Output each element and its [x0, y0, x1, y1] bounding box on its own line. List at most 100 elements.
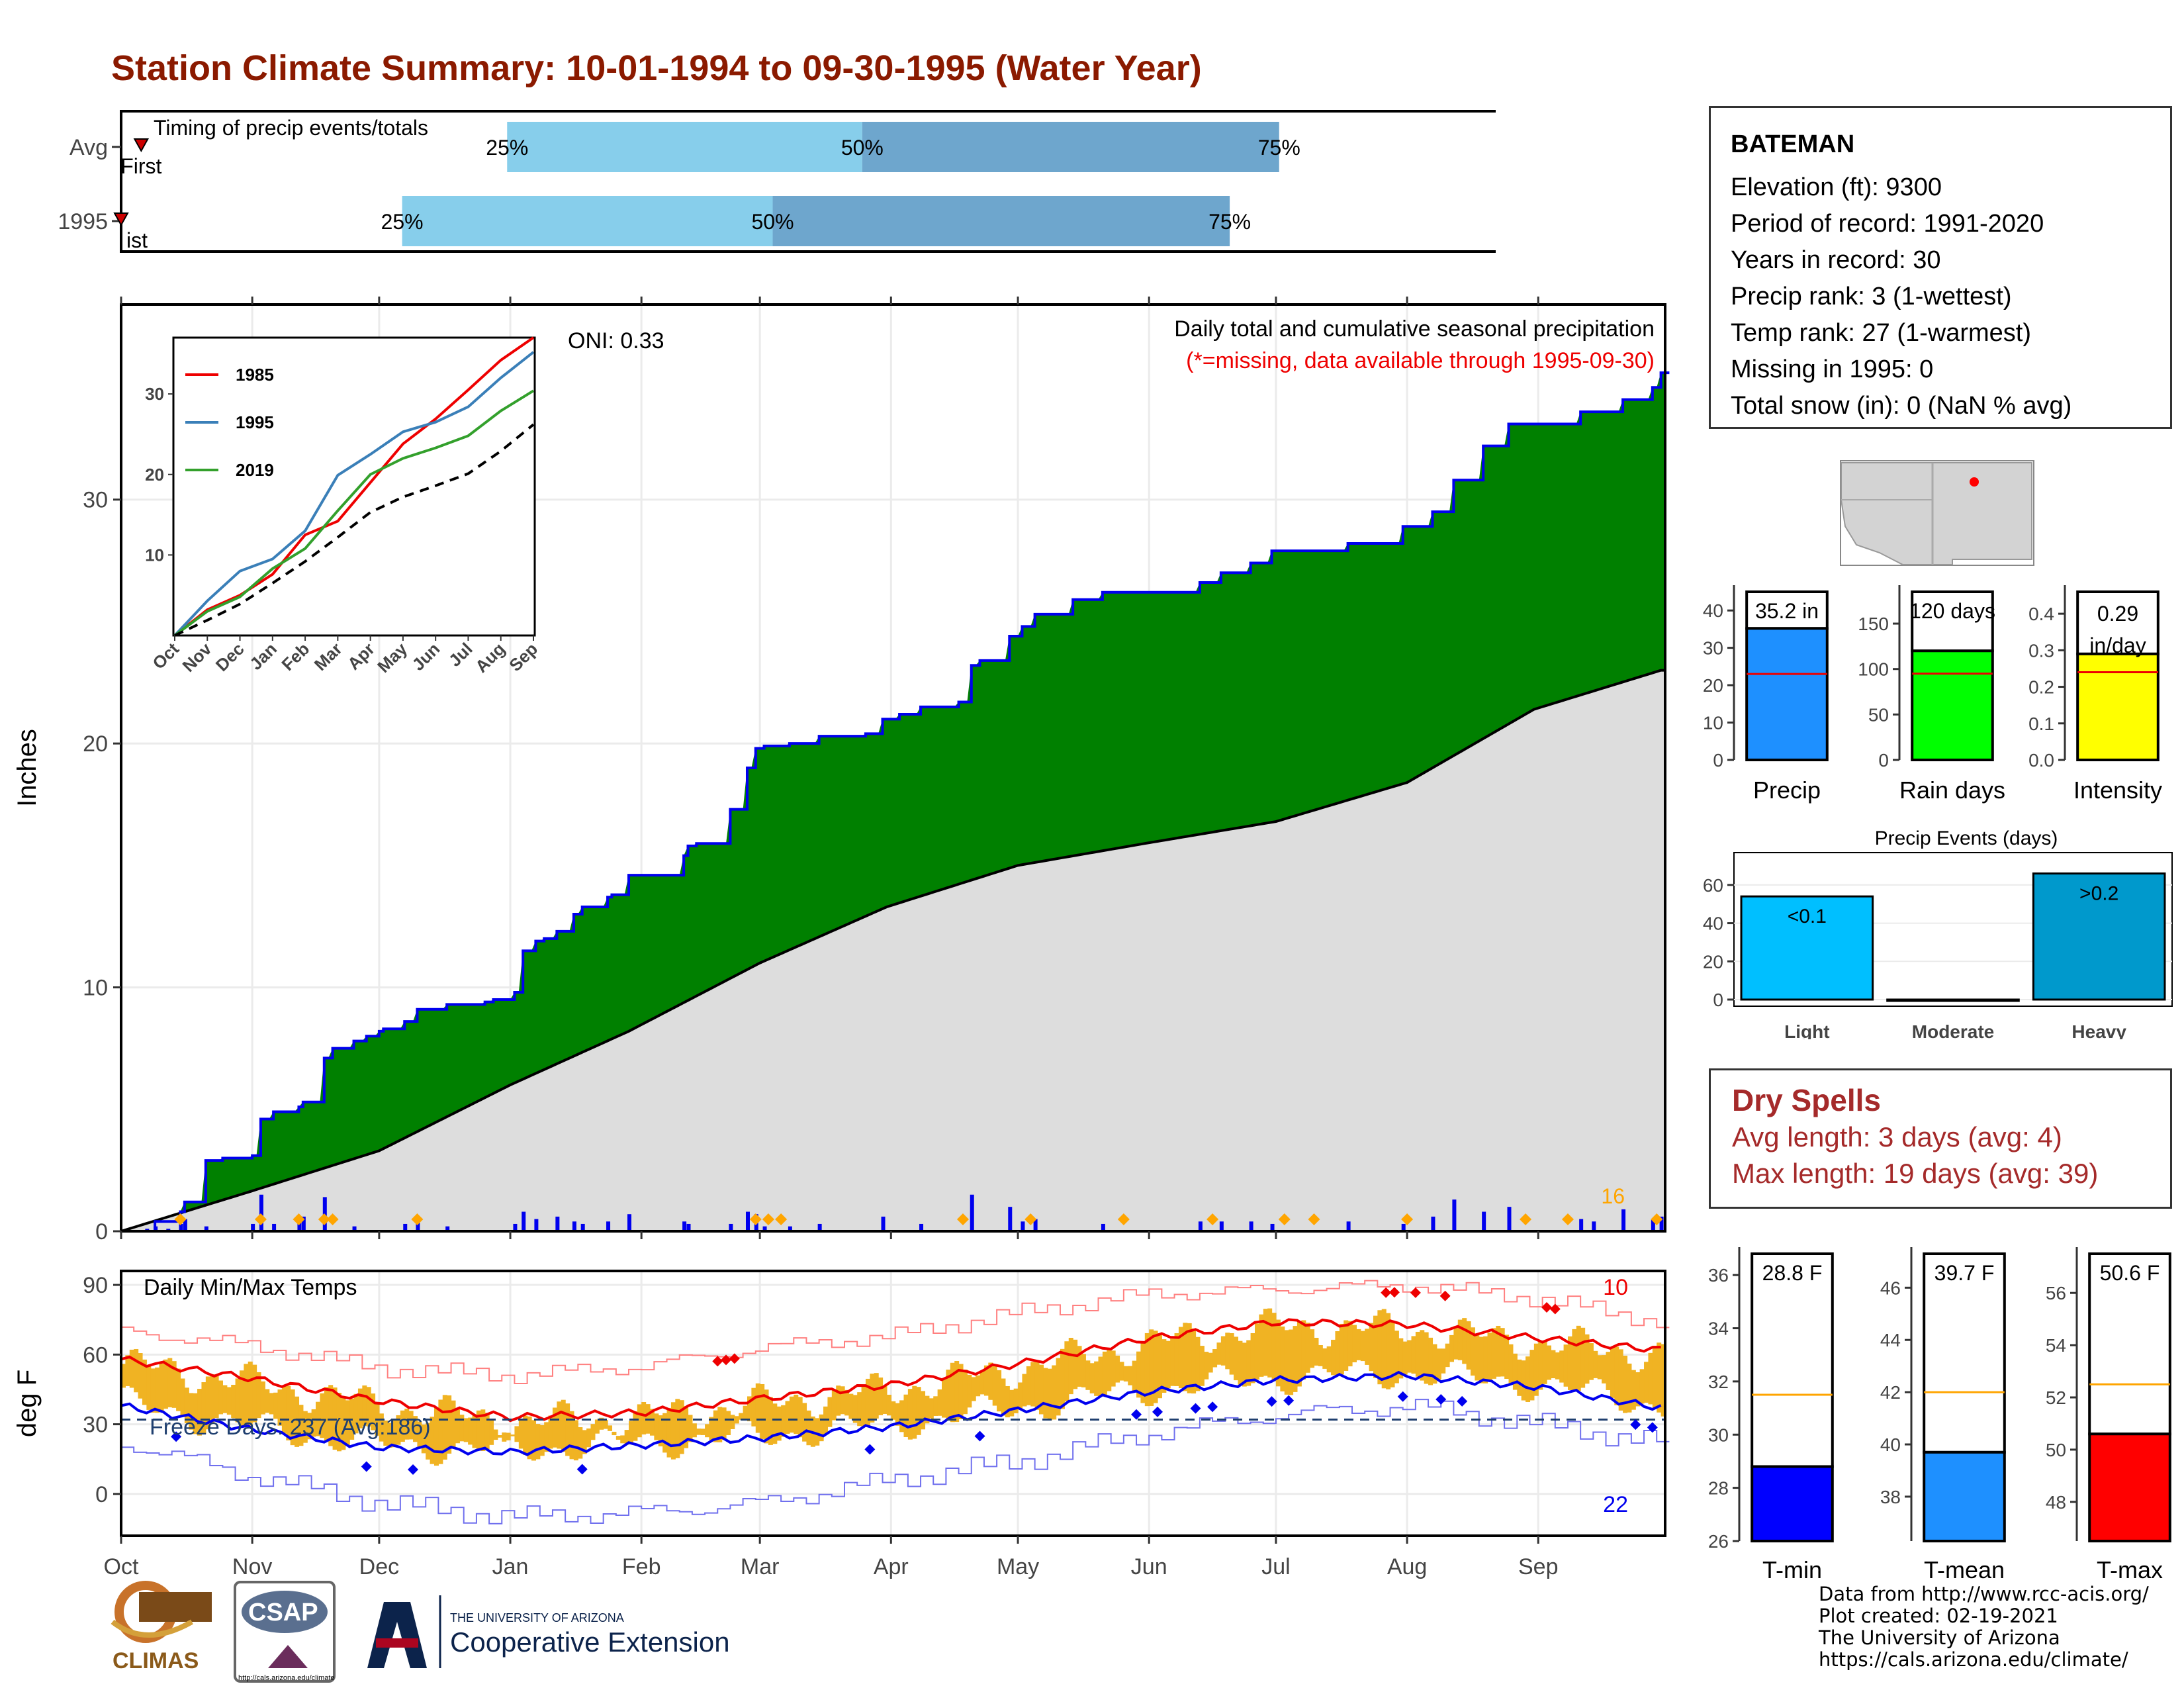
daily-temp-bar: [1352, 1325, 1357, 1362]
daily-temp-bar: [1229, 1333, 1234, 1375]
daily-precip-bar: [919, 1223, 924, 1231]
daily-temp-bar: [709, 1417, 714, 1440]
temp-xtick-label: Sep: [1518, 1554, 1559, 1579]
daily-temp-bar: [1047, 1368, 1052, 1421]
daily-temp-bar: [531, 1420, 536, 1461]
t-mean-ytick-label: 44: [1880, 1330, 1901, 1350]
station-precip-rank: Precip rank: 3 (1-wettest): [1731, 283, 2012, 310]
daily-temp-bar: [1064, 1341, 1069, 1401]
daily-temp-bar: [231, 1384, 236, 1419]
daily-temp-bar: [1140, 1341, 1146, 1403]
intensity-bar: [2076, 652, 2160, 761]
daily-temp-bar: [739, 1413, 744, 1420]
intensity-category-label: Intensity: [2073, 776, 2162, 804]
daily-precip-bar: [788, 1226, 792, 1231]
temp-ytick-label: 60: [83, 1342, 108, 1368]
daily-precip-bar: [522, 1211, 526, 1231]
daily-temp-bar: [1001, 1378, 1006, 1416]
daily-temp-bar: [586, 1428, 592, 1448]
normal-high-line: [120, 1318, 1661, 1423]
daily-temp-bar: [827, 1397, 833, 1427]
timing-first-marker: [133, 138, 150, 153]
daily-temp-bar: [992, 1364, 997, 1406]
record-high-marker: [721, 1354, 732, 1366]
inset-ytick-label: 10: [145, 545, 164, 565]
daily-precip-bar: [534, 1219, 539, 1231]
daily-temp-bar: [1165, 1340, 1171, 1389]
daily-temp-bar: [743, 1405, 748, 1419]
inset-ytick-label: 20: [145, 465, 164, 485]
daily-precip-bar: [627, 1214, 632, 1231]
precip-total-ytick-label: 30: [1703, 638, 1723, 659]
daily-temp-bar: [1170, 1338, 1175, 1386]
daily-temp-bar: [421, 1424, 426, 1454]
t-min-ytick-label: 32: [1708, 1372, 1729, 1392]
precip-ylabel: Inches: [13, 729, 42, 807]
daily-temp-bar: [298, 1405, 304, 1446]
daily-temp-bar: [442, 1395, 447, 1460]
daily-temp-bar: [167, 1358, 173, 1407]
daily-temp-bar: [459, 1415, 465, 1442]
daily-temp-bar: [413, 1416, 418, 1442]
daily-temp-bar: [210, 1374, 215, 1424]
daily-temp-bar: [1144, 1333, 1150, 1407]
t-mean-ytick-label: 46: [1880, 1278, 1901, 1298]
precip-frame: [120, 303, 1666, 1233]
precip-total-ytick-label: 20: [1703, 675, 1723, 696]
daily-temp-bar: [1293, 1326, 1298, 1392]
daily-temp-bar: [937, 1389, 942, 1416]
daily-temp-bar: [836, 1385, 841, 1416]
daily-precip-bar: [416, 1219, 420, 1231]
daily-temp-bar: [548, 1415, 553, 1449]
daily-precip-bar: [513, 1223, 518, 1231]
daily-temp-bar: [1559, 1350, 1565, 1383]
daily-temp-bar: [776, 1406, 782, 1441]
ua-big-text: Cooperative Extension: [450, 1626, 730, 1658]
daily-temp-bar: [921, 1391, 926, 1430]
daily-temp-bar: [417, 1421, 422, 1447]
daily-temp-bar: [717, 1407, 723, 1442]
daily-temp-bar: [1149, 1329, 1154, 1406]
daily-temp-bar: [1563, 1344, 1569, 1387]
timing-bar-early: [507, 122, 862, 172]
daily-temp-bar: [1398, 1338, 1404, 1379]
record-high-marker: [1410, 1287, 1421, 1298]
daily-temp-bar: [222, 1385, 228, 1413]
daily-temp-bar: [1259, 1314, 1264, 1377]
temp-xtick-label: Feb: [622, 1554, 661, 1579]
daily-precip-bar: [259, 1194, 263, 1231]
daily-temp-bar: [1157, 1335, 1162, 1399]
daily-precip-bar: [1219, 1221, 1224, 1231]
t-mean-ytick-label: 42: [1880, 1382, 1901, 1403]
daily-temp-bar: [1039, 1364, 1044, 1415]
timing-bar-late: [772, 196, 1230, 246]
daily-temp-bar: [815, 1418, 820, 1446]
credit-line: Plot created: 02-19-2021: [1819, 1605, 2058, 1627]
daily-temp-bar: [608, 1425, 613, 1431]
ua-small-text: THE UNIVERSITY OF ARIZONA: [450, 1611, 624, 1624]
daily-temp-bar: [371, 1393, 376, 1430]
daily-temp-bar: [688, 1415, 693, 1442]
event-marker: [254, 1213, 267, 1225]
temp-chart: 0 30 60 90 Oct Nov Dec Jan Feb Mar Apr May Jun Jul Aug…: [13, 1270, 1670, 1579]
daily-temp-bar: [1576, 1325, 1581, 1391]
daily-temp-bar: [755, 1383, 760, 1433]
daily-temp-bar: [159, 1363, 164, 1411]
daily-temp-bar: [1572, 1329, 1577, 1392]
daily-temp-bar: [1648, 1352, 1653, 1405]
event-marker: [411, 1213, 424, 1225]
daily-temp-bar: [1610, 1348, 1615, 1398]
daily-temp-bar: [1360, 1331, 1365, 1362]
daily-precip-bar: [1401, 1223, 1406, 1231]
daily-temp-bar: [946, 1370, 951, 1421]
daily-temp-bar: [599, 1417, 604, 1430]
daily-temp-bar: [983, 1365, 989, 1396]
daily-temp-bar: [1216, 1342, 1222, 1365]
inset-legend-label: 1995: [236, 412, 274, 432]
station-snow: Total snow (in): 0 (NaN % avg): [1731, 392, 2072, 420]
daily-temp-bar: [184, 1387, 189, 1424]
precip-total-label-box: [1745, 590, 1829, 630]
daily-temp-bar: [1567, 1336, 1572, 1390]
inset-legend-label: 2019: [236, 460, 274, 480]
t-max-label-box: [2088, 1252, 2171, 1436]
